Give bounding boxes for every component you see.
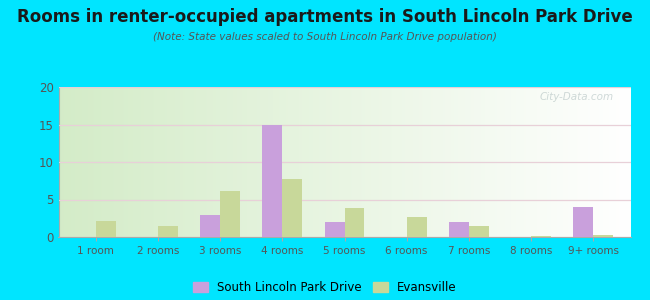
Legend: South Lincoln Park Drive, Evansville: South Lincoln Park Drive, Evansville <box>193 281 457 294</box>
Bar <box>263 124 282 237</box>
Bar <box>200 214 220 237</box>
Bar <box>407 217 426 237</box>
Text: City-Data.com: City-Data.com <box>540 92 614 101</box>
Bar <box>324 222 345 237</box>
Bar <box>469 226 489 237</box>
Text: Rooms in renter-occupied apartments in South Lincoln Park Drive: Rooms in renter-occupied apartments in S… <box>17 8 633 26</box>
Bar <box>220 190 240 237</box>
Text: (Note: State values scaled to South Lincoln Park Drive population): (Note: State values scaled to South Linc… <box>153 32 497 41</box>
Bar <box>593 235 613 237</box>
Bar <box>344 208 365 237</box>
Bar <box>531 236 551 237</box>
Bar <box>449 222 469 237</box>
Bar <box>158 226 178 237</box>
Bar <box>96 220 116 237</box>
Bar <box>573 207 593 237</box>
Bar <box>282 178 302 237</box>
